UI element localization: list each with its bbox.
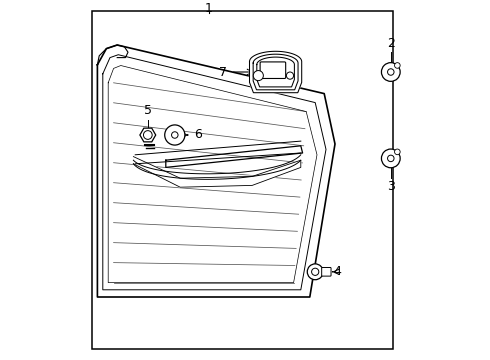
- Circle shape: [144, 131, 152, 139]
- Circle shape: [394, 63, 400, 68]
- Text: 7: 7: [219, 66, 227, 78]
- Circle shape: [307, 264, 323, 280]
- Bar: [92, 11, 392, 349]
- Text: 4: 4: [333, 265, 341, 278]
- Circle shape: [381, 63, 400, 81]
- Polygon shape: [249, 51, 302, 93]
- FancyBboxPatch shape: [260, 62, 286, 78]
- Polygon shape: [140, 128, 156, 142]
- Circle shape: [172, 132, 178, 138]
- Text: 1: 1: [205, 3, 213, 15]
- Text: 6: 6: [195, 129, 202, 141]
- Circle shape: [394, 149, 400, 155]
- Circle shape: [312, 268, 319, 275]
- Polygon shape: [98, 45, 335, 297]
- Circle shape: [286, 72, 294, 79]
- Text: 3: 3: [387, 180, 395, 193]
- Circle shape: [388, 69, 394, 75]
- FancyBboxPatch shape: [321, 267, 331, 276]
- Text: 2: 2: [387, 37, 395, 50]
- Circle shape: [165, 125, 185, 145]
- Circle shape: [388, 155, 394, 162]
- Circle shape: [253, 71, 263, 81]
- Circle shape: [381, 149, 400, 168]
- Polygon shape: [133, 157, 301, 187]
- Text: 5: 5: [144, 104, 152, 117]
